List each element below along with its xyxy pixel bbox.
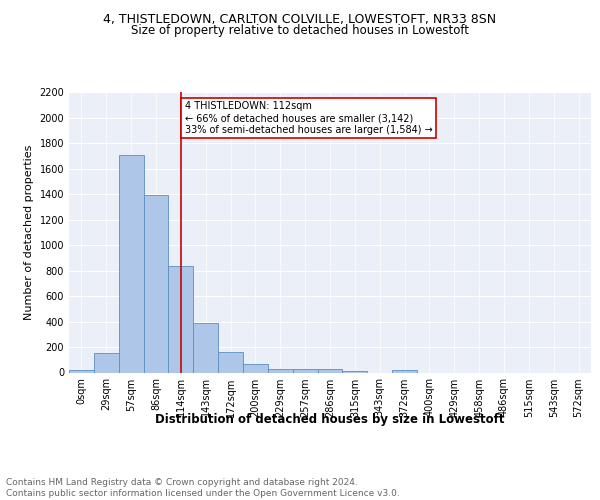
Text: 4, THISTLEDOWN, CARLTON COLVILLE, LOWESTOFT, NR33 8SN: 4, THISTLEDOWN, CARLTON COLVILLE, LOWEST… [103, 12, 497, 26]
Bar [268, 368, 293, 372]
Bar [293, 369, 317, 372]
Bar [143, 195, 169, 372]
Bar [69, 370, 94, 372]
Bar [94, 353, 119, 372]
Text: Size of property relative to detached houses in Lowestoft: Size of property relative to detached ho… [131, 24, 469, 37]
Bar [193, 323, 218, 372]
Bar [119, 155, 143, 372]
Bar [392, 370, 417, 372]
Y-axis label: Number of detached properties: Number of detached properties [24, 145, 34, 320]
Bar [218, 352, 243, 372]
Text: Distribution of detached houses by size in Lowestoft: Distribution of detached houses by size … [155, 412, 505, 426]
Bar [343, 370, 367, 372]
Text: 4 THISTLEDOWN: 112sqm
← 66% of detached houses are smaller (3,142)
33% of semi-d: 4 THISTLEDOWN: 112sqm ← 66% of detached … [185, 102, 433, 134]
Text: Contains HM Land Registry data © Crown copyright and database right 2024.
Contai: Contains HM Land Registry data © Crown c… [6, 478, 400, 498]
Bar [317, 369, 343, 372]
Bar [243, 364, 268, 372]
Bar [169, 266, 193, 372]
